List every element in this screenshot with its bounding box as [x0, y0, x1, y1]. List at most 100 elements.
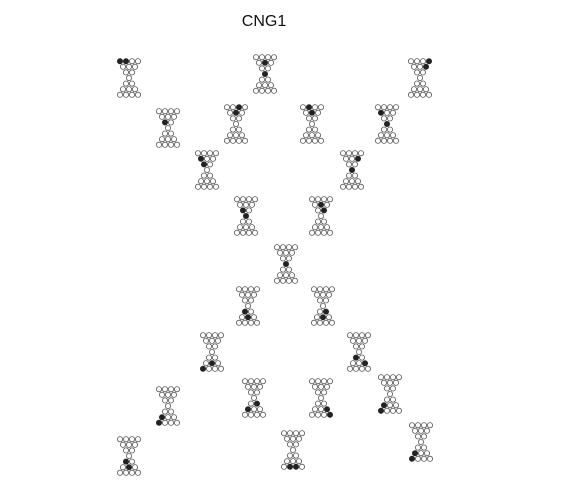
open-dot — [200, 172, 207, 179]
open-dot — [416, 75, 423, 82]
filled-dot — [244, 406, 251, 413]
open-dot — [314, 378, 321, 385]
filled-dot — [361, 360, 368, 367]
open-dot — [211, 354, 218, 361]
open-dot — [349, 360, 356, 367]
open-dot — [173, 419, 180, 426]
open-dot — [261, 82, 268, 89]
open-dot — [325, 314, 332, 321]
open-dot — [342, 178, 349, 185]
open-dot — [242, 224, 249, 231]
open-dot — [214, 337, 221, 344]
open-dot — [279, 277, 286, 284]
open-dot — [205, 332, 212, 339]
open-dot — [386, 137, 393, 144]
hourglass-glyph — [308, 378, 333, 418]
open-dot — [128, 458, 135, 465]
filled-dot — [123, 458, 130, 465]
open-dot — [308, 132, 315, 139]
open-dot — [310, 286, 317, 293]
open-dot — [308, 411, 315, 418]
open-dot — [126, 86, 133, 93]
open-dot — [320, 411, 327, 418]
open-dot — [377, 374, 384, 381]
filled-dot — [317, 201, 324, 208]
open-dot — [206, 183, 213, 190]
open-dot — [161, 397, 168, 404]
open-dot — [322, 286, 329, 293]
open-dot — [314, 229, 321, 236]
open-dot — [345, 150, 352, 157]
hourglass-glyph — [223, 104, 248, 144]
filled-dot — [208, 360, 215, 367]
open-dot — [242, 201, 249, 208]
open-dot — [203, 155, 210, 162]
open-dot — [314, 109, 321, 116]
open-dot — [310, 319, 317, 326]
open-dot — [346, 332, 353, 339]
open-dot — [322, 319, 329, 326]
open-dot — [328, 286, 335, 293]
filled-dot — [155, 419, 162, 426]
open-dot — [194, 183, 201, 190]
open-dot — [414, 455, 421, 462]
open-dot — [349, 337, 356, 344]
open-dot — [241, 297, 248, 304]
open-dot — [120, 63, 127, 70]
open-dot — [194, 150, 201, 157]
open-dot — [285, 266, 292, 273]
open-dot — [348, 178, 355, 185]
filled-dot — [323, 406, 330, 413]
open-dot — [238, 132, 245, 139]
open-dot — [128, 91, 135, 98]
open-dot — [206, 161, 213, 168]
open-dot — [389, 385, 396, 392]
open-dot — [364, 332, 371, 339]
open-dot — [383, 132, 390, 139]
filled-dot — [282, 260, 289, 267]
open-dot — [314, 400, 321, 407]
open-dot — [253, 286, 260, 293]
open-dot — [314, 207, 321, 214]
open-dot — [273, 277, 280, 284]
open-dot — [302, 132, 309, 139]
open-dot — [419, 69, 426, 76]
open-dot — [302, 109, 309, 116]
hourglass-glyph — [252, 54, 277, 94]
open-dot — [244, 291, 251, 298]
open-dot — [244, 383, 251, 390]
open-dot — [167, 386, 174, 393]
open-dot — [317, 406, 324, 413]
open-dot — [351, 150, 358, 157]
open-dot — [351, 183, 358, 190]
open-dot — [247, 400, 254, 407]
open-dot — [229, 115, 236, 122]
open-dot — [161, 130, 168, 137]
open-dot — [235, 319, 242, 326]
open-dot — [202, 360, 209, 367]
open-dot — [217, 332, 224, 339]
open-dot — [167, 141, 174, 148]
open-dot — [426, 455, 433, 462]
open-dot — [419, 80, 426, 87]
open-dot — [128, 80, 135, 87]
open-dot — [239, 229, 246, 236]
open-dot — [253, 411, 260, 418]
open-dot — [377, 132, 384, 139]
open-dot — [247, 389, 254, 396]
open-dot — [308, 378, 315, 385]
open-dot — [316, 286, 323, 293]
open-dot — [117, 469, 124, 476]
open-dot — [295, 458, 302, 465]
open-dot — [389, 374, 396, 381]
open-dot — [238, 314, 245, 321]
open-dot — [392, 137, 399, 144]
open-dot — [235, 137, 242, 144]
open-dot — [199, 332, 206, 339]
open-dot — [245, 196, 252, 203]
open-dot — [232, 132, 239, 139]
open-dot — [131, 441, 138, 448]
open-dot — [256, 383, 263, 390]
open-dot — [314, 132, 321, 139]
open-dot — [386, 390, 393, 397]
